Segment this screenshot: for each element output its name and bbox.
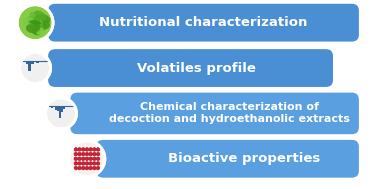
Circle shape <box>92 157 96 160</box>
Circle shape <box>74 162 78 165</box>
Circle shape <box>20 53 51 84</box>
Circle shape <box>81 157 85 160</box>
Ellipse shape <box>33 22 40 28</box>
Circle shape <box>96 162 100 165</box>
Bar <box>31 61 34 64</box>
FancyBboxPatch shape <box>48 4 359 42</box>
Circle shape <box>46 98 77 129</box>
Circle shape <box>96 152 100 156</box>
Ellipse shape <box>28 20 35 28</box>
Bar <box>35 61 37 62</box>
Circle shape <box>74 166 78 170</box>
Text: Nutritional characterization: Nutritional characterization <box>99 16 308 29</box>
Circle shape <box>81 162 85 165</box>
Bar <box>57 106 59 111</box>
Bar <box>67 106 69 107</box>
Ellipse shape <box>33 15 44 20</box>
Circle shape <box>96 166 100 170</box>
Bar <box>53 106 56 107</box>
Ellipse shape <box>23 17 34 26</box>
Circle shape <box>78 148 81 151</box>
Ellipse shape <box>43 20 50 29</box>
Circle shape <box>89 157 92 160</box>
Circle shape <box>78 166 81 170</box>
Circle shape <box>74 157 78 160</box>
Bar <box>51 106 53 108</box>
Bar <box>59 106 61 118</box>
Circle shape <box>85 148 89 151</box>
Circle shape <box>74 152 78 156</box>
Ellipse shape <box>30 12 36 19</box>
Circle shape <box>81 166 85 170</box>
Bar <box>61 106 63 112</box>
Ellipse shape <box>27 22 38 33</box>
Circle shape <box>96 157 100 160</box>
Bar <box>71 106 73 107</box>
Ellipse shape <box>38 22 47 31</box>
Ellipse shape <box>39 14 50 23</box>
Circle shape <box>78 152 81 156</box>
Ellipse shape <box>34 11 46 21</box>
Circle shape <box>85 162 89 165</box>
Ellipse shape <box>33 25 40 32</box>
Bar <box>55 106 57 110</box>
Bar <box>37 61 39 63</box>
Circle shape <box>85 152 89 156</box>
Circle shape <box>78 157 81 160</box>
Circle shape <box>85 157 89 160</box>
Ellipse shape <box>28 16 35 21</box>
Circle shape <box>81 148 85 151</box>
Ellipse shape <box>31 30 40 35</box>
Ellipse shape <box>30 18 40 27</box>
Circle shape <box>96 148 100 151</box>
Bar <box>43 61 46 62</box>
Circle shape <box>92 152 96 156</box>
Bar <box>40 61 42 62</box>
Bar <box>41 61 44 62</box>
FancyBboxPatch shape <box>96 140 359 178</box>
Bar <box>63 106 65 109</box>
Bar <box>38 61 41 62</box>
Bar <box>30 61 32 62</box>
Circle shape <box>69 141 105 177</box>
Circle shape <box>89 152 92 156</box>
Circle shape <box>85 166 89 170</box>
Circle shape <box>74 148 78 151</box>
Circle shape <box>89 166 92 170</box>
Ellipse shape <box>36 28 44 35</box>
Circle shape <box>78 162 81 165</box>
Circle shape <box>17 5 53 41</box>
Text: Volatiles profile: Volatiles profile <box>137 62 256 74</box>
Circle shape <box>92 148 96 151</box>
Bar <box>23 61 26 62</box>
Ellipse shape <box>26 24 37 33</box>
Bar <box>49 106 51 107</box>
Circle shape <box>89 148 92 151</box>
Bar <box>33 61 36 62</box>
Bar <box>65 106 67 107</box>
Bar <box>25 61 27 62</box>
Circle shape <box>89 162 92 165</box>
Ellipse shape <box>30 20 41 25</box>
Circle shape <box>92 166 96 170</box>
Text: Bioactive properties: Bioactive properties <box>168 152 320 165</box>
FancyBboxPatch shape <box>70 93 359 134</box>
Bar <box>69 106 71 107</box>
Bar <box>26 61 29 64</box>
Circle shape <box>92 162 96 165</box>
Circle shape <box>81 152 85 156</box>
Text: Chemical characterization of
decoction and hydroethanolic extracts: Chemical characterization of decoction a… <box>109 102 350 124</box>
Ellipse shape <box>31 22 41 34</box>
FancyBboxPatch shape <box>48 49 333 87</box>
Bar <box>28 61 30 71</box>
